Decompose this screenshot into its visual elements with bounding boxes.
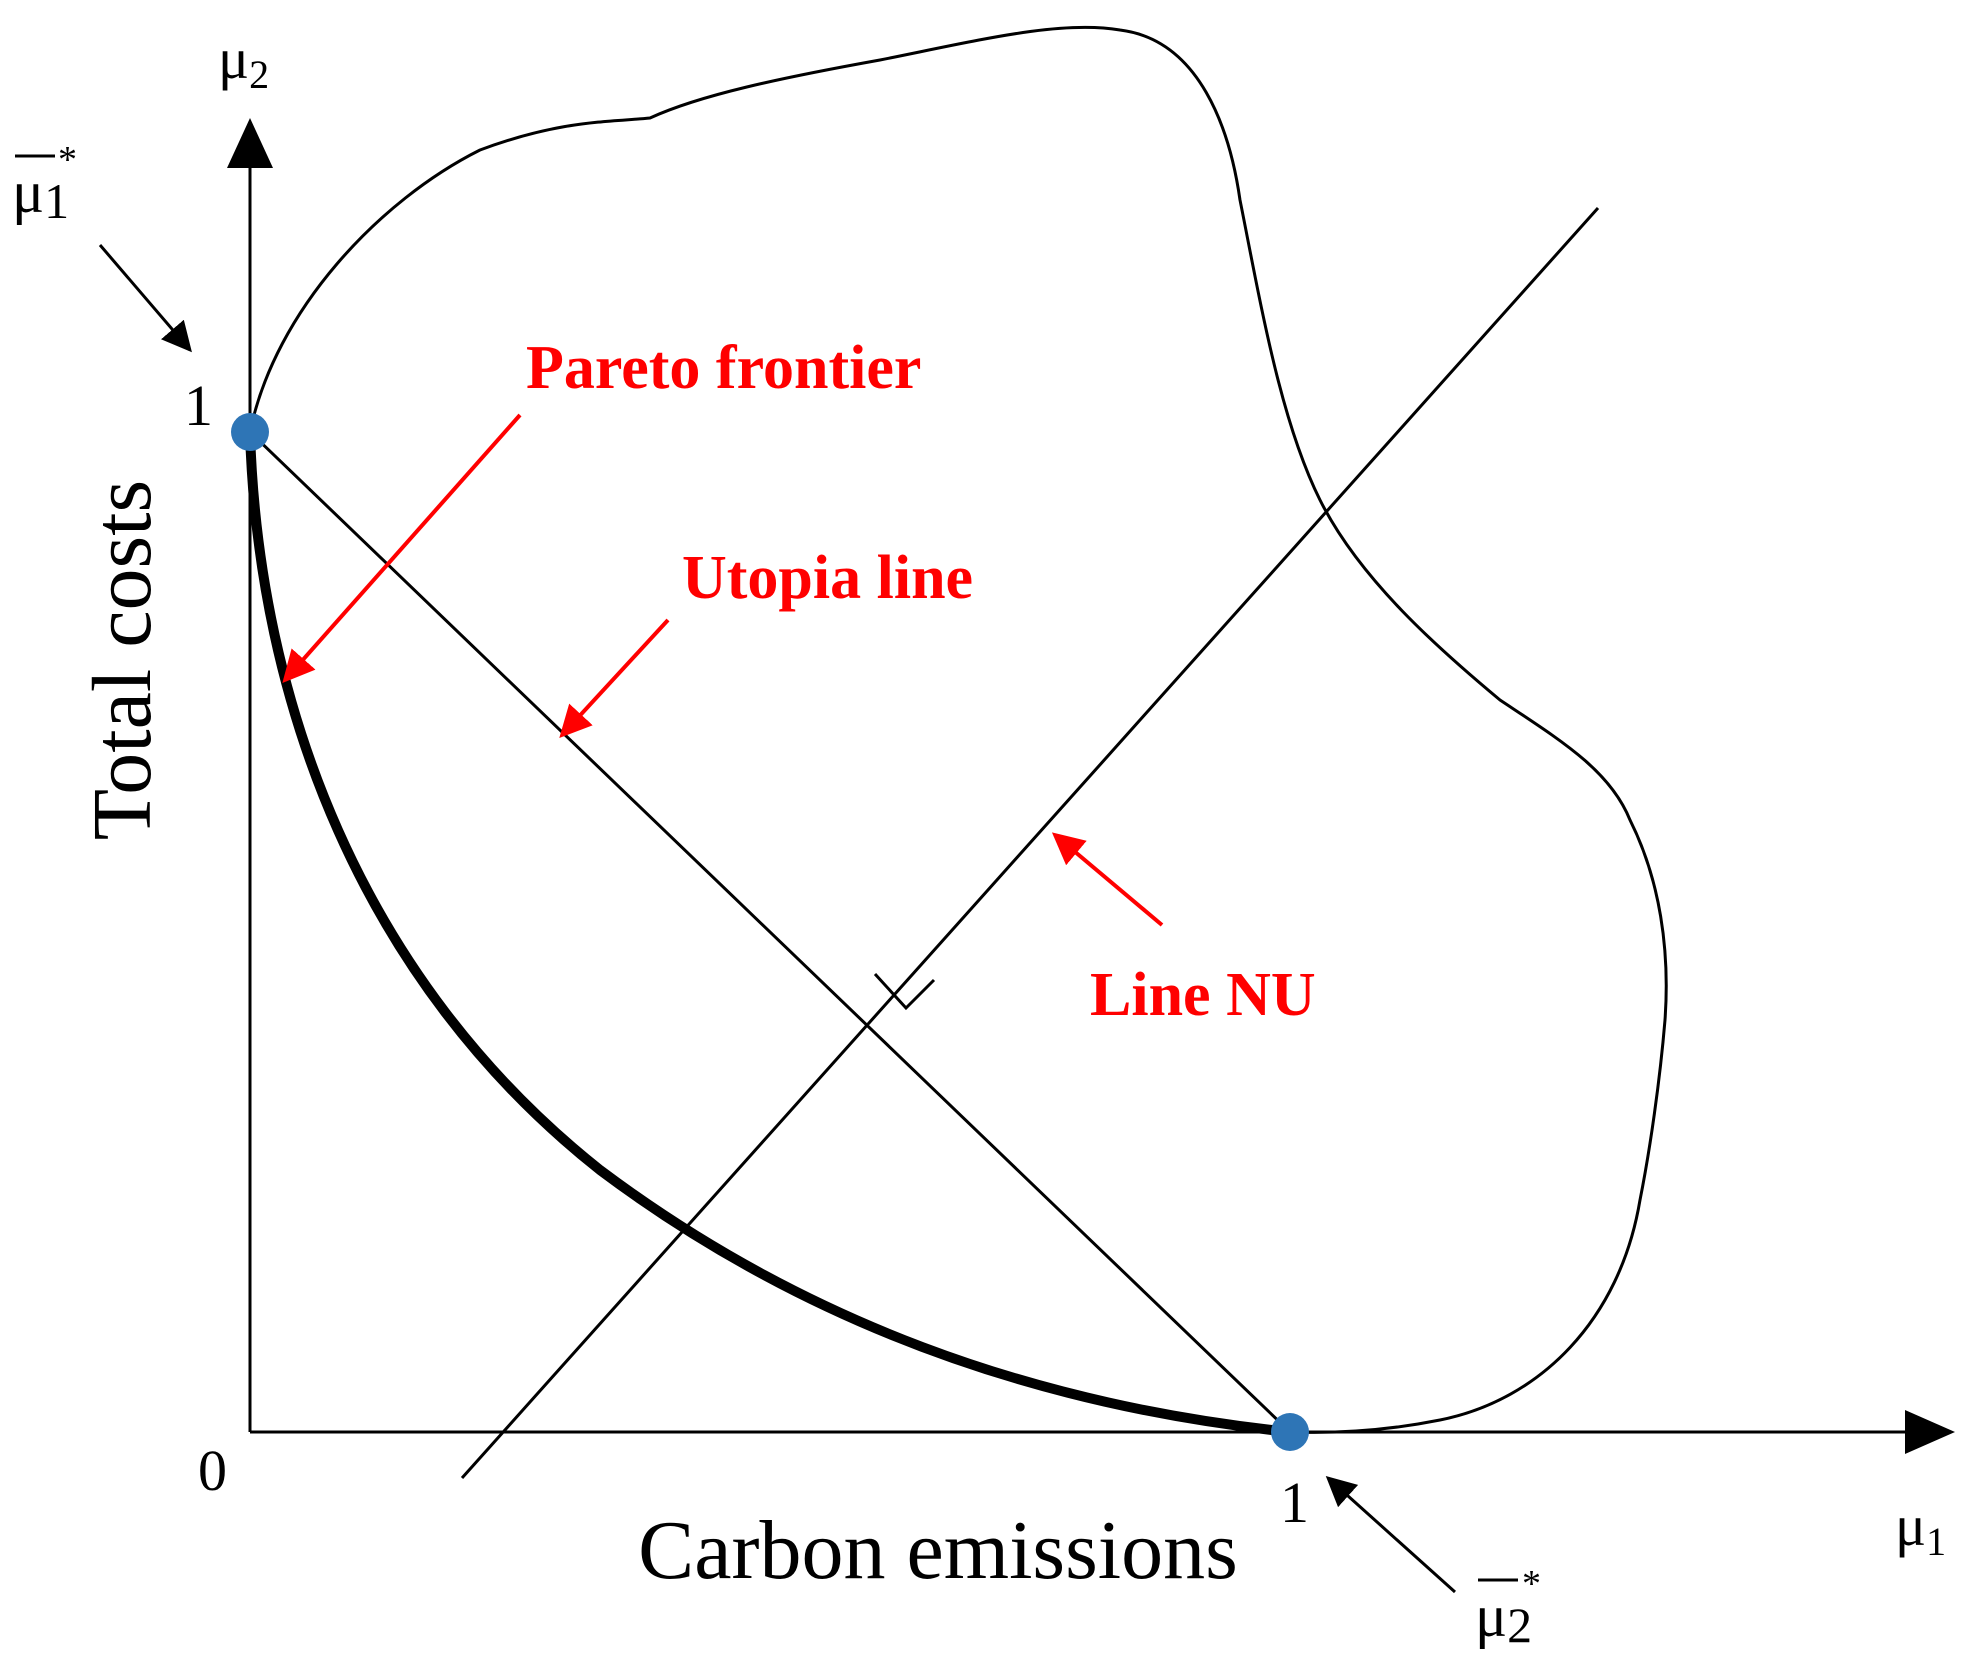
svg-text:μ2: μ2 [1475, 1583, 1532, 1653]
top-anchor-pointer-arrow [98, 244, 192, 353]
y-axis-symbol: μ2 [218, 26, 269, 97]
origin-tick-label: 0 [198, 1438, 227, 1503]
feasible-region-boundary [248, 25, 1668, 1434]
y-axis-arrowhead [227, 118, 273, 168]
svg-text:*: * [58, 139, 77, 181]
y-tick-one-label: 1 [184, 373, 213, 438]
line-nu [460, 206, 1600, 1480]
utopia-line-label: Utopia line [682, 544, 973, 612]
x-axis-arrowhead [1905, 1410, 1955, 1454]
x-tick-one-label: 1 [1280, 1470, 1309, 1535]
utopia-line [248, 430, 1292, 1434]
right-angle-marker [873, 972, 936, 1011]
pareto-frontier-label: Pareto frontier [526, 334, 921, 402]
svg-text:*: * [1522, 1563, 1541, 1605]
x-axis-symbol: μ1 [1895, 1493, 1946, 1564]
line-nu-label: Line NU [1090, 961, 1316, 1029]
pareto-frontier-arrow [282, 413, 522, 683]
utopia-line-arrow [559, 618, 670, 738]
x-axis-title: Carbon emissions [638, 1504, 1238, 1597]
bottom-anchor-pointer-arrow [1325, 1475, 1457, 1594]
y-axis-title: Total costs [76, 480, 169, 840]
anchor-point-bottom [1271, 1413, 1309, 1451]
line-nu-arrow [1051, 832, 1164, 927]
bottom-anchor-label: μ2 * [1475, 1563, 1541, 1653]
svg-text:μ1: μ1 [12, 159, 69, 229]
top-anchor-label: μ1 * [12, 139, 77, 229]
anchor-point-top [231, 413, 269, 451]
